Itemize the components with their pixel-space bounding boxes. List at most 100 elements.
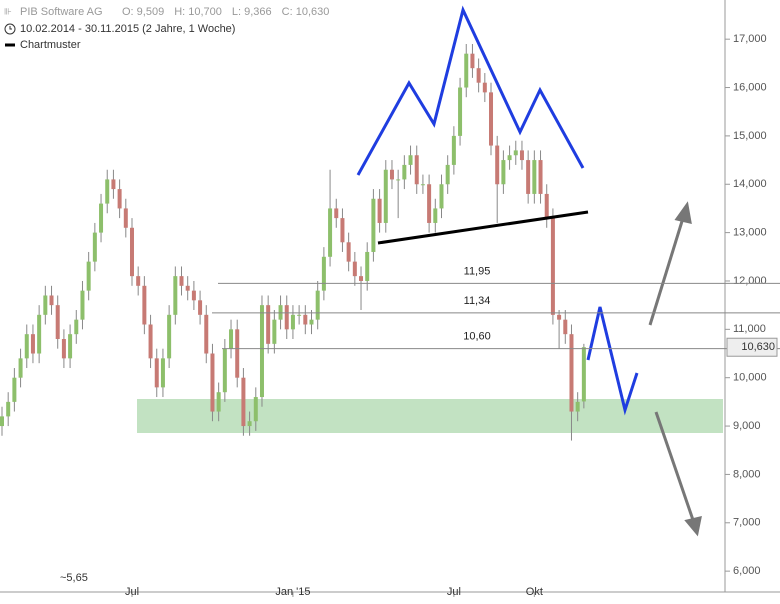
candle-body xyxy=(154,358,159,388)
last-price-box xyxy=(726,337,778,357)
candle-body xyxy=(86,261,91,291)
x-tick-label: Okt xyxy=(526,586,543,598)
candle-body xyxy=(321,256,326,291)
candle-body xyxy=(204,314,209,354)
candle-body xyxy=(6,401,11,417)
candle-body xyxy=(235,329,240,378)
candle-body xyxy=(581,347,586,402)
candle-body xyxy=(297,314,302,316)
candle-body xyxy=(458,87,463,136)
level-label: 11,95 xyxy=(464,265,491,277)
candle-body xyxy=(445,164,450,185)
candle-body xyxy=(210,353,215,412)
candle-body xyxy=(74,319,79,335)
stock-name: PIB Software AG xyxy=(20,6,103,18)
candle-body xyxy=(402,164,407,180)
last-price-label: 10,630 xyxy=(741,341,775,353)
candle-body xyxy=(513,150,518,156)
x-tick-label: Jul xyxy=(447,586,461,598)
candle-body xyxy=(532,160,537,194)
candle-body xyxy=(105,179,110,204)
candle-body xyxy=(451,135,456,165)
candle-body xyxy=(408,155,413,165)
candle-body xyxy=(160,358,165,388)
candle-body xyxy=(396,179,401,181)
candle-body xyxy=(575,401,580,412)
candle-body xyxy=(371,198,376,252)
candle-body xyxy=(420,184,425,186)
candle-body xyxy=(222,348,227,393)
candle-body xyxy=(328,208,333,257)
candle-body xyxy=(259,305,264,398)
y-tick-label: 15,000 xyxy=(733,130,767,142)
candle-body xyxy=(253,397,258,422)
candle-body xyxy=(340,218,345,243)
candle-body xyxy=(30,334,35,354)
candle-body xyxy=(519,150,524,161)
candle-body xyxy=(538,160,543,194)
candle-body xyxy=(352,261,357,277)
arrows xyxy=(648,201,702,537)
candle-body xyxy=(544,193,549,219)
candle-body xyxy=(117,189,122,209)
candle-body xyxy=(266,305,271,344)
arrow-down xyxy=(654,411,695,521)
candle-body xyxy=(507,155,512,161)
candle-body xyxy=(229,329,234,349)
candle-body xyxy=(489,92,494,146)
candle-body xyxy=(111,179,116,190)
candle-body xyxy=(365,251,370,281)
y-tick-label: 7,000 xyxy=(733,517,761,529)
quote-item: L: 9,366 xyxy=(232,6,272,18)
y-tick-label: 10,000 xyxy=(733,372,767,384)
candle-body xyxy=(359,276,364,281)
level-label: 10,60 xyxy=(463,331,491,343)
candle-body xyxy=(191,290,196,301)
arrow-head xyxy=(674,201,692,224)
candle-body xyxy=(129,227,134,277)
x-tick-label: Jul xyxy=(125,586,139,598)
projection-line xyxy=(586,306,639,416)
candle-body xyxy=(550,218,555,315)
y-tick-label: 9,000 xyxy=(733,420,761,432)
candle-body xyxy=(476,68,481,83)
candle-body xyxy=(241,377,246,427)
candle-body xyxy=(290,314,295,330)
arrow-head xyxy=(684,516,702,537)
candle-body xyxy=(216,392,221,412)
neckline xyxy=(377,210,589,245)
candle-body xyxy=(173,276,178,315)
legend-label: Chartmuster xyxy=(20,39,81,51)
y-tick-label: 11,000 xyxy=(733,323,766,335)
candle-body xyxy=(389,169,394,180)
y-tick-label: 8,000 xyxy=(733,468,761,480)
candle-body xyxy=(99,203,104,233)
y-tick-label: 12,000 xyxy=(733,275,767,287)
candle-body xyxy=(24,334,29,359)
support-zone xyxy=(137,399,723,433)
candle-body xyxy=(198,300,203,315)
candle-body xyxy=(185,285,190,291)
candle-body xyxy=(470,53,475,69)
candle-body xyxy=(123,208,128,228)
candle-body xyxy=(495,145,500,185)
candle-body xyxy=(303,314,308,325)
clock-icon xyxy=(4,23,16,35)
pattern-line xyxy=(356,5,585,176)
candle-body xyxy=(557,314,562,320)
candle-body xyxy=(464,53,469,88)
clock-hands xyxy=(9,26,12,30)
candle-body xyxy=(68,334,73,359)
candle-body xyxy=(526,160,531,194)
candle-body xyxy=(37,314,42,354)
candle-body xyxy=(482,82,487,93)
y-tick-label: 16,000 xyxy=(733,81,767,93)
candle-body xyxy=(346,242,351,262)
candle-body xyxy=(383,169,388,223)
candle-body xyxy=(136,276,141,286)
arrow-up xyxy=(648,217,685,326)
y-tick-label: 17,000 xyxy=(733,33,767,45)
candle-body xyxy=(247,421,252,427)
candle-body xyxy=(55,305,60,340)
